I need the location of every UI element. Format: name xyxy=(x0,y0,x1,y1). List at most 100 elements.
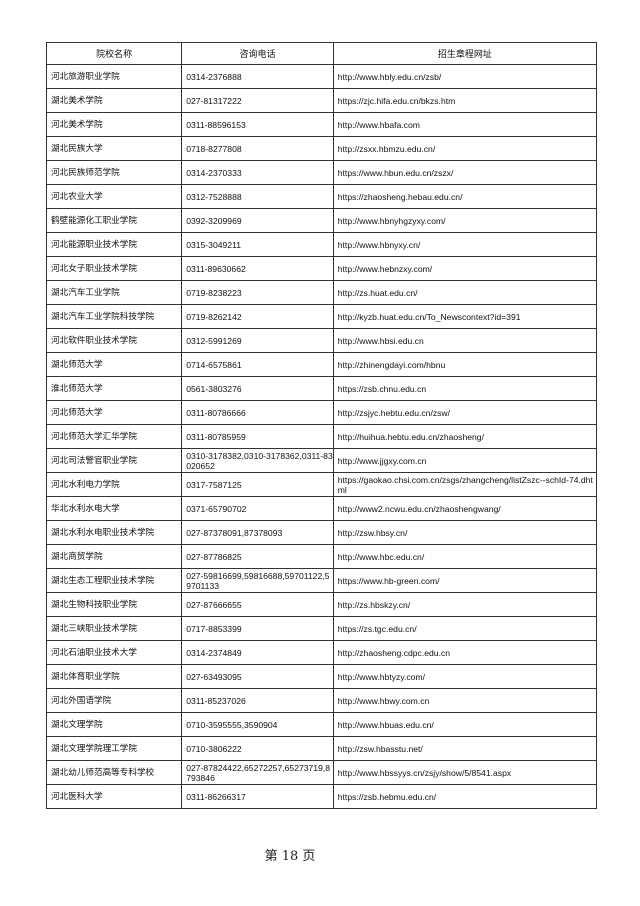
url-cell[interactable]: http://zs.huat.edu.cn/ xyxy=(332,280,598,305)
school-name-cell: 湖北师范大学 xyxy=(45,352,183,377)
table-row: 湖北生物科技职业学院 027-87666655 http://zs.hbskzy.c… xyxy=(45,592,598,617)
url-cell[interactable]: http://zhaosheng.cdpc.edu.cn xyxy=(332,640,598,665)
url-cell[interactable]: http://zs.hbskzy.cn/ xyxy=(332,592,598,617)
table-row: 淮北师范大学 0561-3803276 https://zsb.chnu.edu.c… xyxy=(45,376,598,401)
table-row: 河北石油职业技术大学 0314-2374849 http://zhaosheng.c… xyxy=(45,640,598,665)
school-name-cell: 湖北文理学院理工学院 xyxy=(45,736,183,761)
school-name-cell: 河北师范大学汇华学院 xyxy=(45,424,183,449)
url-cell[interactable]: http://www.hbuas.edu.cn/ xyxy=(332,712,598,737)
phone-cell: 0710-3595555,3590904 xyxy=(181,712,334,737)
school-name-cell: 河北师范大学 xyxy=(45,400,183,425)
table-row: 河北师范大学汇华学院 0311-80785959 http://huihua.heb… xyxy=(45,424,598,449)
phone-cell: 0311-80785959 xyxy=(181,424,334,449)
table-row: 河北水利电力学院 0317-7587125 https://gaokao.chsi.… xyxy=(45,472,598,497)
url-cell[interactable]: https://gaokao.chsi.com.cn/zsgs/zhangche… xyxy=(332,472,598,497)
url-cell[interactable]: http://www.hbnyxy.cn/ xyxy=(332,232,598,257)
url-cell[interactable]: http://www.hbly.edu.cn/zsb/ xyxy=(332,64,598,89)
school-name-cell: 湖北水利水电职业技术学院 xyxy=(45,520,183,545)
url-cell[interactable]: https://zjc.hifa.edu.cn/bkzs.htm xyxy=(332,88,598,113)
phone-cell: 0317-7587125 xyxy=(181,472,334,497)
table-row: 河北师范大学 0311-80786666 http://zsjyc.hebtu.ed… xyxy=(45,400,598,425)
table-row: 河北医科大学 0311-86266317 https://zsb.hebmu.edu… xyxy=(45,784,598,809)
url-cell[interactable]: http://www.hbssyys.cn/zsjy/show/5/8541.a… xyxy=(332,760,598,785)
url-cell[interactable]: http://www2.ncwu.edu.cn/zhaoshengwang/ xyxy=(332,496,598,521)
table-row: 湖北三峡职业技术学院 0717-8853399 https://zs.tgc.edu… xyxy=(45,616,598,641)
phone-cell: 0312-7528888 xyxy=(181,184,334,209)
url-cell[interactable]: http://www.hbnyhgzyxy.com/ xyxy=(332,208,598,233)
phone-cell: 0718-8277808 xyxy=(181,136,334,161)
table-row: 湖北民族大学 0718-8277808 http://zsxx.hbmzu.edu.… xyxy=(45,136,598,161)
table-row: 河北民族师范学院 0314-2370333 https://www.hbun.edu… xyxy=(45,160,598,185)
school-name-cell: 河北能源职业技术学院 xyxy=(45,232,183,257)
url-cell[interactable]: http://www.hbwy.com.cn xyxy=(332,688,598,713)
table-row: 河北司法警官职业学院 0310-3178382,0310-3178362,0311… xyxy=(45,448,598,473)
school-name-cell: 湖北三峡职业技术学院 xyxy=(45,616,183,641)
header-url: 招生章程网址 xyxy=(332,42,598,65)
school-name-cell: 河北民族师范学院 xyxy=(45,160,183,185)
url-cell[interactable]: http://zsxx.hbmzu.edu.cn/ xyxy=(332,136,598,161)
url-cell[interactable]: http://zhinengdayi.com/hbnu xyxy=(332,352,598,377)
school-name-cell: 湖北美术学院 xyxy=(45,88,183,113)
url-cell[interactable]: https://zsb.chnu.edu.cn xyxy=(332,376,598,401)
url-cell[interactable]: https://zsb.hebmu.edu.cn/ xyxy=(332,784,598,809)
url-cell[interactable]: http://www.jjgxy.com.cn xyxy=(332,448,598,473)
url-cell[interactable]: http://www.hbc.edu.cn/ xyxy=(332,544,598,569)
phone-cell: 027-63493095 xyxy=(181,664,334,689)
phone-cell: 0314-2374849 xyxy=(181,640,334,665)
phone-cell: 027-87378091,87378093 xyxy=(181,520,334,545)
phone-cell: 0311-89630662 xyxy=(181,256,334,281)
school-name-cell: 河北外国语学院 xyxy=(45,688,183,713)
page-number: 第 18 页 xyxy=(264,849,316,864)
phone-cell: 027-87666655 xyxy=(181,592,334,617)
school-name-cell: 鹤壁能源化工职业学院 xyxy=(45,208,183,233)
phone-cell: 0311-85237026 xyxy=(181,688,334,713)
table-row: 湖北美术学院 027-81317222 https://zjc.hifa.edu.c… xyxy=(45,88,598,113)
table-row: 湖北水利水电职业技术学院 027-87378091,87378093 http://… xyxy=(45,520,598,545)
url-cell[interactable]: http://zsw.hbasstu.net/ xyxy=(332,736,598,761)
phone-cell: 027-59816699,59816688,59701122,59701133 xyxy=(181,568,334,593)
url-cell[interactable]: https://zs.tgc.edu.cn/ xyxy=(332,616,598,641)
phone-cell: 027-87824422,65272257,65273719,8793846 xyxy=(181,760,334,785)
url-cell[interactable]: https://www.hbun.edu.cn/zszx/ xyxy=(332,160,598,185)
phone-cell: 0311-86266317 xyxy=(181,784,334,809)
school-name-cell: 河北医科大学 xyxy=(45,784,183,809)
url-cell[interactable]: http://www.hbtyzy.com/ xyxy=(332,664,598,689)
url-cell[interactable]: http://kyzb.huat.edu.cn/To_Newscontext?i… xyxy=(332,304,598,329)
phone-cell: 027-87786825 xyxy=(181,544,334,569)
phone-cell: 0392-3209969 xyxy=(181,208,334,233)
school-name-cell: 湖北民族大学 xyxy=(45,136,183,161)
phone-cell: 0717-8853399 xyxy=(181,616,334,641)
school-name-cell: 湖北体育职业学院 xyxy=(45,664,183,689)
url-cell[interactable]: http://huihua.hebtu.edu.cn/zhaosheng/ xyxy=(332,424,598,449)
school-name-cell: 湖北商贸学院 xyxy=(45,544,183,569)
table-row: 湖北师范大学 0714-6575861 http://zhinengdayi.com… xyxy=(45,352,598,377)
school-name-cell: 湖北汽车工业学院 xyxy=(45,280,183,305)
url-cell[interactable]: http://zsjyc.hebtu.edu.cn/zsw/ xyxy=(332,400,598,425)
phone-cell: 0714-6575861 xyxy=(181,352,334,377)
phone-cell: 0312-5991269 xyxy=(181,328,334,353)
table-row: 湖北生态工程职业技术学院 027-59816699,59816688,597011… xyxy=(45,568,598,593)
table-row: 华北水利水电大学 0371-65790702 http://www2.ncwu.ed… xyxy=(45,496,598,521)
table-row: 河北农业大学 0312-7528888 https://zhaosheng.heba… xyxy=(45,184,598,209)
school-name-cell: 河北软件职业技术学院 xyxy=(45,328,183,353)
school-name-cell: 河北农业大学 xyxy=(45,184,183,209)
url-cell[interactable]: http://www.hbsi.edu.cn xyxy=(332,328,598,353)
school-name-cell: 湖北生态工程职业技术学院 xyxy=(45,568,183,593)
url-cell[interactable]: http://www.hbafa.com xyxy=(332,112,598,137)
table-row: 河北能源职业技术学院 0315-3049211 http://www.hbnyxy.… xyxy=(45,232,598,257)
url-cell[interactable]: http://www.hebnzxy.com/ xyxy=(332,256,598,281)
school-name-cell: 湖北汽车工业学院科技学院 xyxy=(45,304,183,329)
table-header-row: 院校名称 咨询电话 招生章程网址 xyxy=(45,42,598,65)
school-name-cell: 淮北师范大学 xyxy=(45,376,183,401)
url-cell[interactable]: http://zsw.hbsy.cn/ xyxy=(332,520,598,545)
url-cell[interactable]: https://zhaosheng.hebau.edu.cn/ xyxy=(332,184,598,209)
school-table: 院校名称 咨询电话 招生章程网址 河北旅游职业学院 0314-2376888 htt… xyxy=(45,42,598,809)
table-row: 湖北汽车工业学院 0719-8238223 http://zs.huat.edu.c… xyxy=(45,280,598,305)
table-row: 湖北幼儿师范高等专科学校 027-87824422,65272257,652737… xyxy=(45,760,598,785)
table-row: 河北外国语学院 0311-85237026 http://www.hbwy.com.… xyxy=(45,688,598,713)
table-row: 河北软件职业技术学院 0312-5991269 http://www.hbsi.ed… xyxy=(45,328,598,353)
url-cell[interactable]: https://www.hb-green.com/ xyxy=(332,568,598,593)
school-name-cell: 河北石油职业技术大学 xyxy=(45,640,183,665)
phone-cell: 0561-3803276 xyxy=(181,376,334,401)
phone-cell: 0311-80786666 xyxy=(181,400,334,425)
